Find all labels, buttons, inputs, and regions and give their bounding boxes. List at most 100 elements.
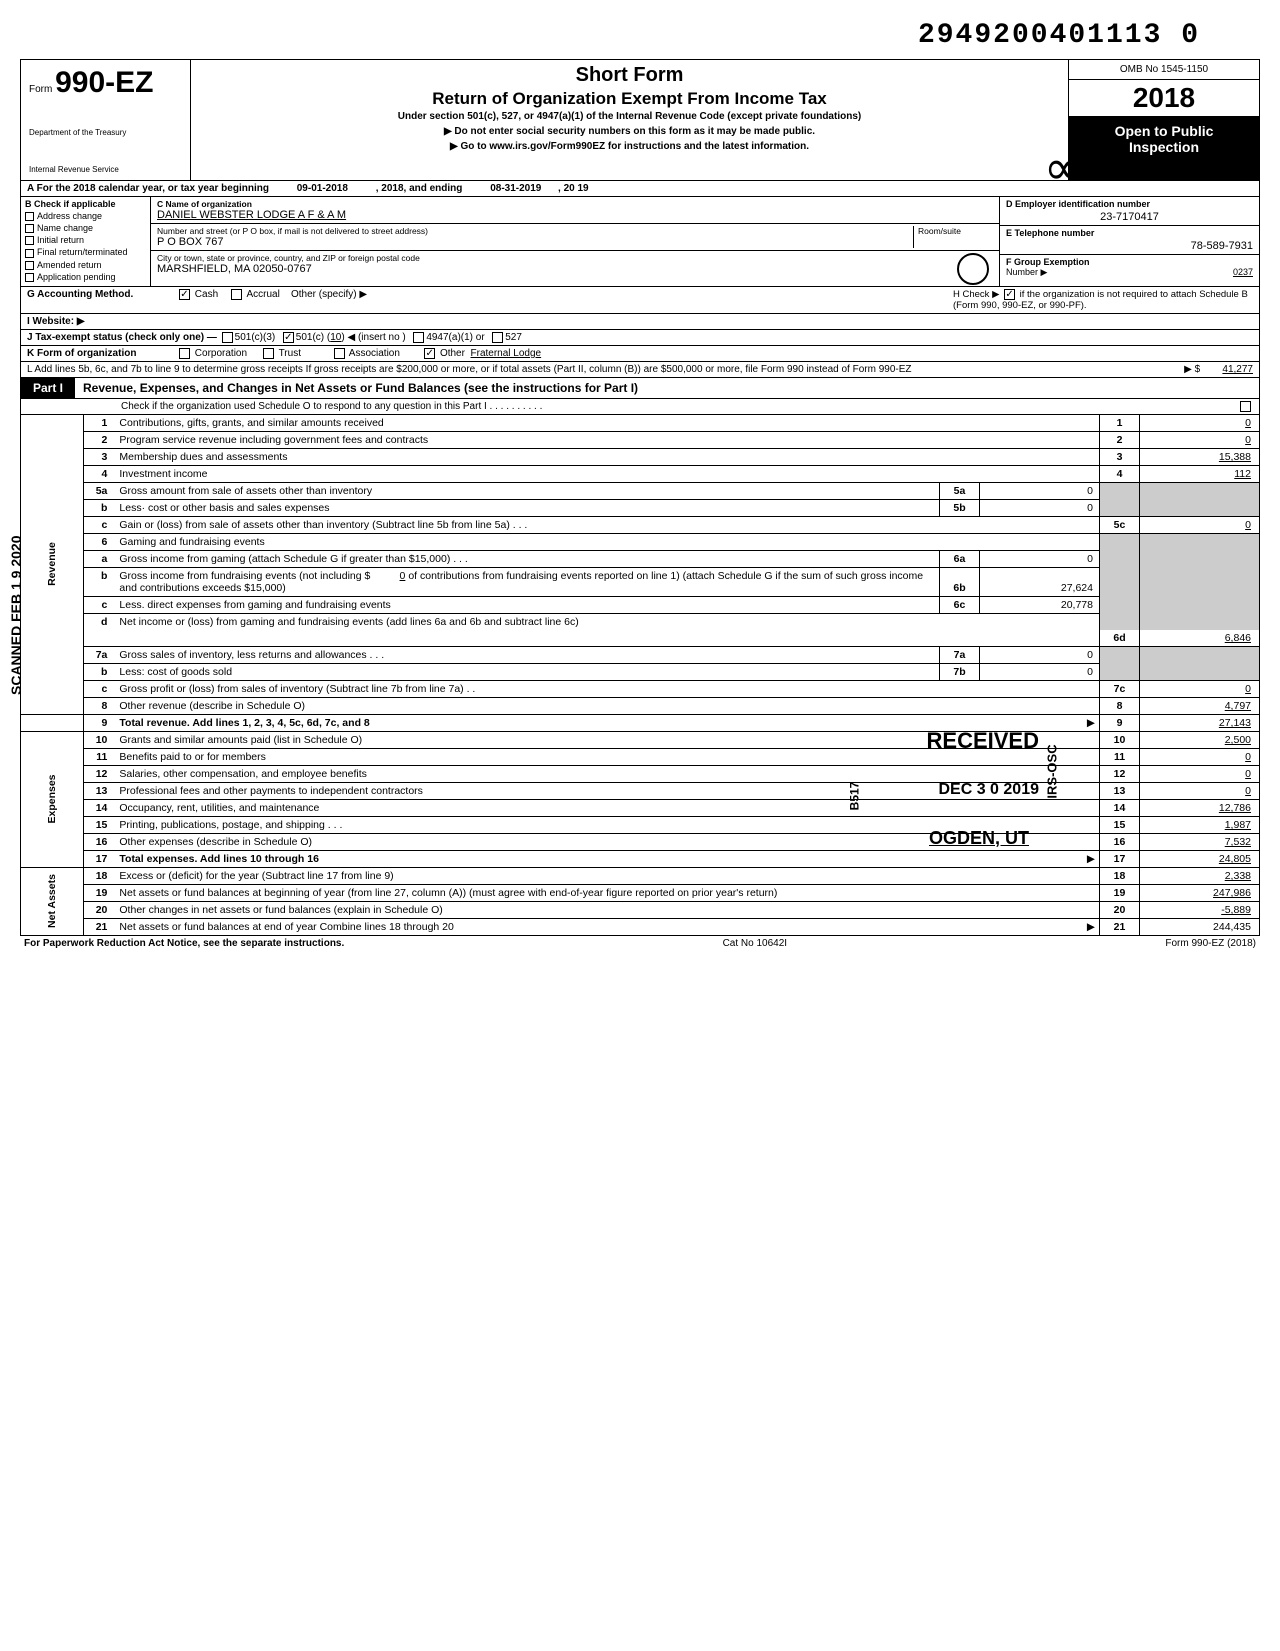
line-5b-in: 5b (940, 499, 980, 516)
line-11-fv: 0 (1140, 748, 1260, 765)
line-5a-in: 5a (940, 482, 980, 499)
line-18-fv: 2,338 (1140, 867, 1260, 884)
part-1-tag: Part I (21, 378, 75, 398)
line-7a-no: 7a (83, 646, 115, 663)
grp-label-2: Number ▶ (1006, 267, 1047, 277)
line-17-no: 17 (83, 850, 115, 867)
line-10-no: 10 (83, 731, 115, 748)
received-stamp: RECEIVED (927, 728, 1039, 754)
footer-right: Form 990-EZ (2018) (1165, 938, 1256, 949)
lbl-address-change: Address change (37, 211, 102, 221)
part-1-title: Revenue, Expenses, and Changes in Net As… (75, 378, 1259, 398)
chk-initial-return[interactable] (25, 236, 34, 245)
lbl-501c-suf: ) ◀ (insert no ) (341, 332, 405, 343)
line-9-arrow: ▶ (1087, 717, 1095, 729)
line-2-fn: 2 (1100, 431, 1140, 448)
line-15-fv: 1,987 (1140, 816, 1260, 833)
line-17-desc: Total expenses. Add lines 10 through 16 (119, 853, 319, 865)
row-i-label: I Website: ▶ (27, 316, 177, 327)
row-a-mid: , 2018, and ending (376, 183, 463, 194)
lbl-accrual: Accrual (247, 289, 280, 300)
lbl-501c3: 501(c)(3) (235, 332, 276, 343)
line-6c-iv: 20,778 (980, 596, 1100, 613)
line-12-fn: 12 (1100, 765, 1140, 782)
row-a-suffix: , 20 19 (558, 183, 589, 194)
subtitle: Under section 501(c), 527, or 4947(a)(1)… (199, 111, 1060, 122)
line-6d-fv: 6,846 (1140, 630, 1260, 647)
chk-4947[interactable] (413, 332, 424, 343)
line-14-fv: 12,786 (1140, 799, 1260, 816)
chk-501c3[interactable] (222, 332, 233, 343)
line-7b-iv: 0 (980, 663, 1100, 680)
line-18-fn: 18 (1100, 867, 1140, 884)
line-5b-iv: 0 (980, 499, 1100, 516)
chk-corporation[interactable] (179, 348, 190, 359)
line-6d-desc: Net income or (loss) from gaming and fun… (115, 613, 1099, 646)
line-12-desc: Salaries, other compensation, and employ… (119, 768, 366, 780)
line-15-no: 15 (83, 816, 115, 833)
line-9-desc: Total revenue. Add lines 1, 2, 3, 4, 5c,… (119, 717, 369, 729)
line-17-arrow: ▶ (1087, 853, 1095, 865)
arrow-line-2: ▶ Go to www.irs.gov/Form990EZ for instru… (199, 141, 1060, 152)
chk-schedule-b[interactable] (1004, 289, 1015, 300)
line-4-fv: 112 (1140, 465, 1260, 482)
lbl-corporation: Corporation (195, 348, 247, 359)
line-19-no: 19 (83, 884, 115, 901)
line-6b-bv: 0 (400, 570, 406, 582)
line-6c-desc: Less. direct expenses from gaming and fu… (115, 596, 939, 613)
line-6c-in: 6c (940, 596, 980, 613)
line-21-fv: 244,435 (1140, 918, 1260, 935)
line-9-fn: 9 (1100, 714, 1140, 731)
line-21-no: 21 (83, 918, 115, 935)
chk-schedule-o[interactable] (1240, 401, 1251, 412)
lbl-4947: 4947(a)(1) or (426, 332, 484, 343)
line-11-no: 11 (83, 748, 115, 765)
lbl-association: Association (349, 348, 400, 359)
chk-final-return[interactable] (25, 249, 34, 258)
chk-other-org[interactable] (424, 348, 435, 359)
line-17-fv: 24,805 (1140, 850, 1260, 867)
row-a-start: 09-01-2018 (297, 183, 348, 194)
line-1-no: 1 (83, 415, 115, 432)
chk-application-pending[interactable] (25, 273, 34, 282)
row-j: J Tax-exempt status (check only one) — 5… (20, 330, 1260, 346)
chk-accrual[interactable] (231, 289, 242, 300)
lbl-name-change: Name change (37, 223, 93, 233)
chk-cash[interactable] (179, 289, 190, 300)
chk-527[interactable] (492, 332, 503, 343)
line-5b-desc: Less· cost or other basis and sales expe… (115, 499, 939, 516)
line-10-desc: Grants and similar amounts paid (list in… (119, 734, 362, 746)
chk-address-change[interactable] (25, 212, 34, 221)
lbl-application-pending: Application pending (37, 272, 116, 282)
section-expenses: Expenses (46, 772, 58, 826)
page-footer: For Paperwork Reduction Act Notice, see … (20, 936, 1260, 951)
row-l-text: L Add lines 5b, 6c, and 7b to line 9 to … (27, 364, 912, 375)
line-7b-no: b (83, 663, 115, 680)
omb-number: OMB No 1545-1150 (1069, 60, 1259, 80)
chk-amended-return[interactable] (25, 261, 34, 270)
date-stamp: DEC 3 0 2019 (938, 781, 1039, 799)
chk-association[interactable] (334, 348, 345, 359)
line-7c-fv: 0 (1140, 680, 1260, 697)
chk-name-change[interactable] (25, 224, 34, 233)
line-2-no: 2 (83, 431, 115, 448)
main-title: Return of Organization Exempt From Incom… (199, 89, 1060, 109)
lbl-trust: Trust (279, 348, 301, 359)
line-19-fv: 247,986 (1140, 884, 1260, 901)
line-6b-iv: 27,624 (980, 567, 1100, 596)
chk-501c[interactable] (283, 332, 294, 343)
open-public-2: Inspection (1071, 139, 1257, 155)
line-20-fv: -5,889 (1140, 901, 1260, 918)
line-6b-no: b (83, 567, 115, 596)
chk-trust[interactable] (263, 348, 274, 359)
part-1-check-line: Check if the organization used Schedule … (20, 399, 1260, 415)
line-14-no: 14 (83, 799, 115, 816)
line-1-fv: 0 (1140, 415, 1260, 432)
line-6-no: 6 (83, 533, 115, 550)
footer-left: For Paperwork Reduction Act Notice, see … (24, 938, 344, 949)
lbl-cash: Cash (195, 289, 218, 300)
row-g: G Accounting Method. Cash Accrual Other … (20, 287, 1260, 314)
line-6a-iv: 0 (980, 550, 1100, 567)
tel-value: 78-589-7931 (1006, 240, 1253, 252)
lbl-other-method: Other (specify) ▶ (291, 289, 367, 300)
